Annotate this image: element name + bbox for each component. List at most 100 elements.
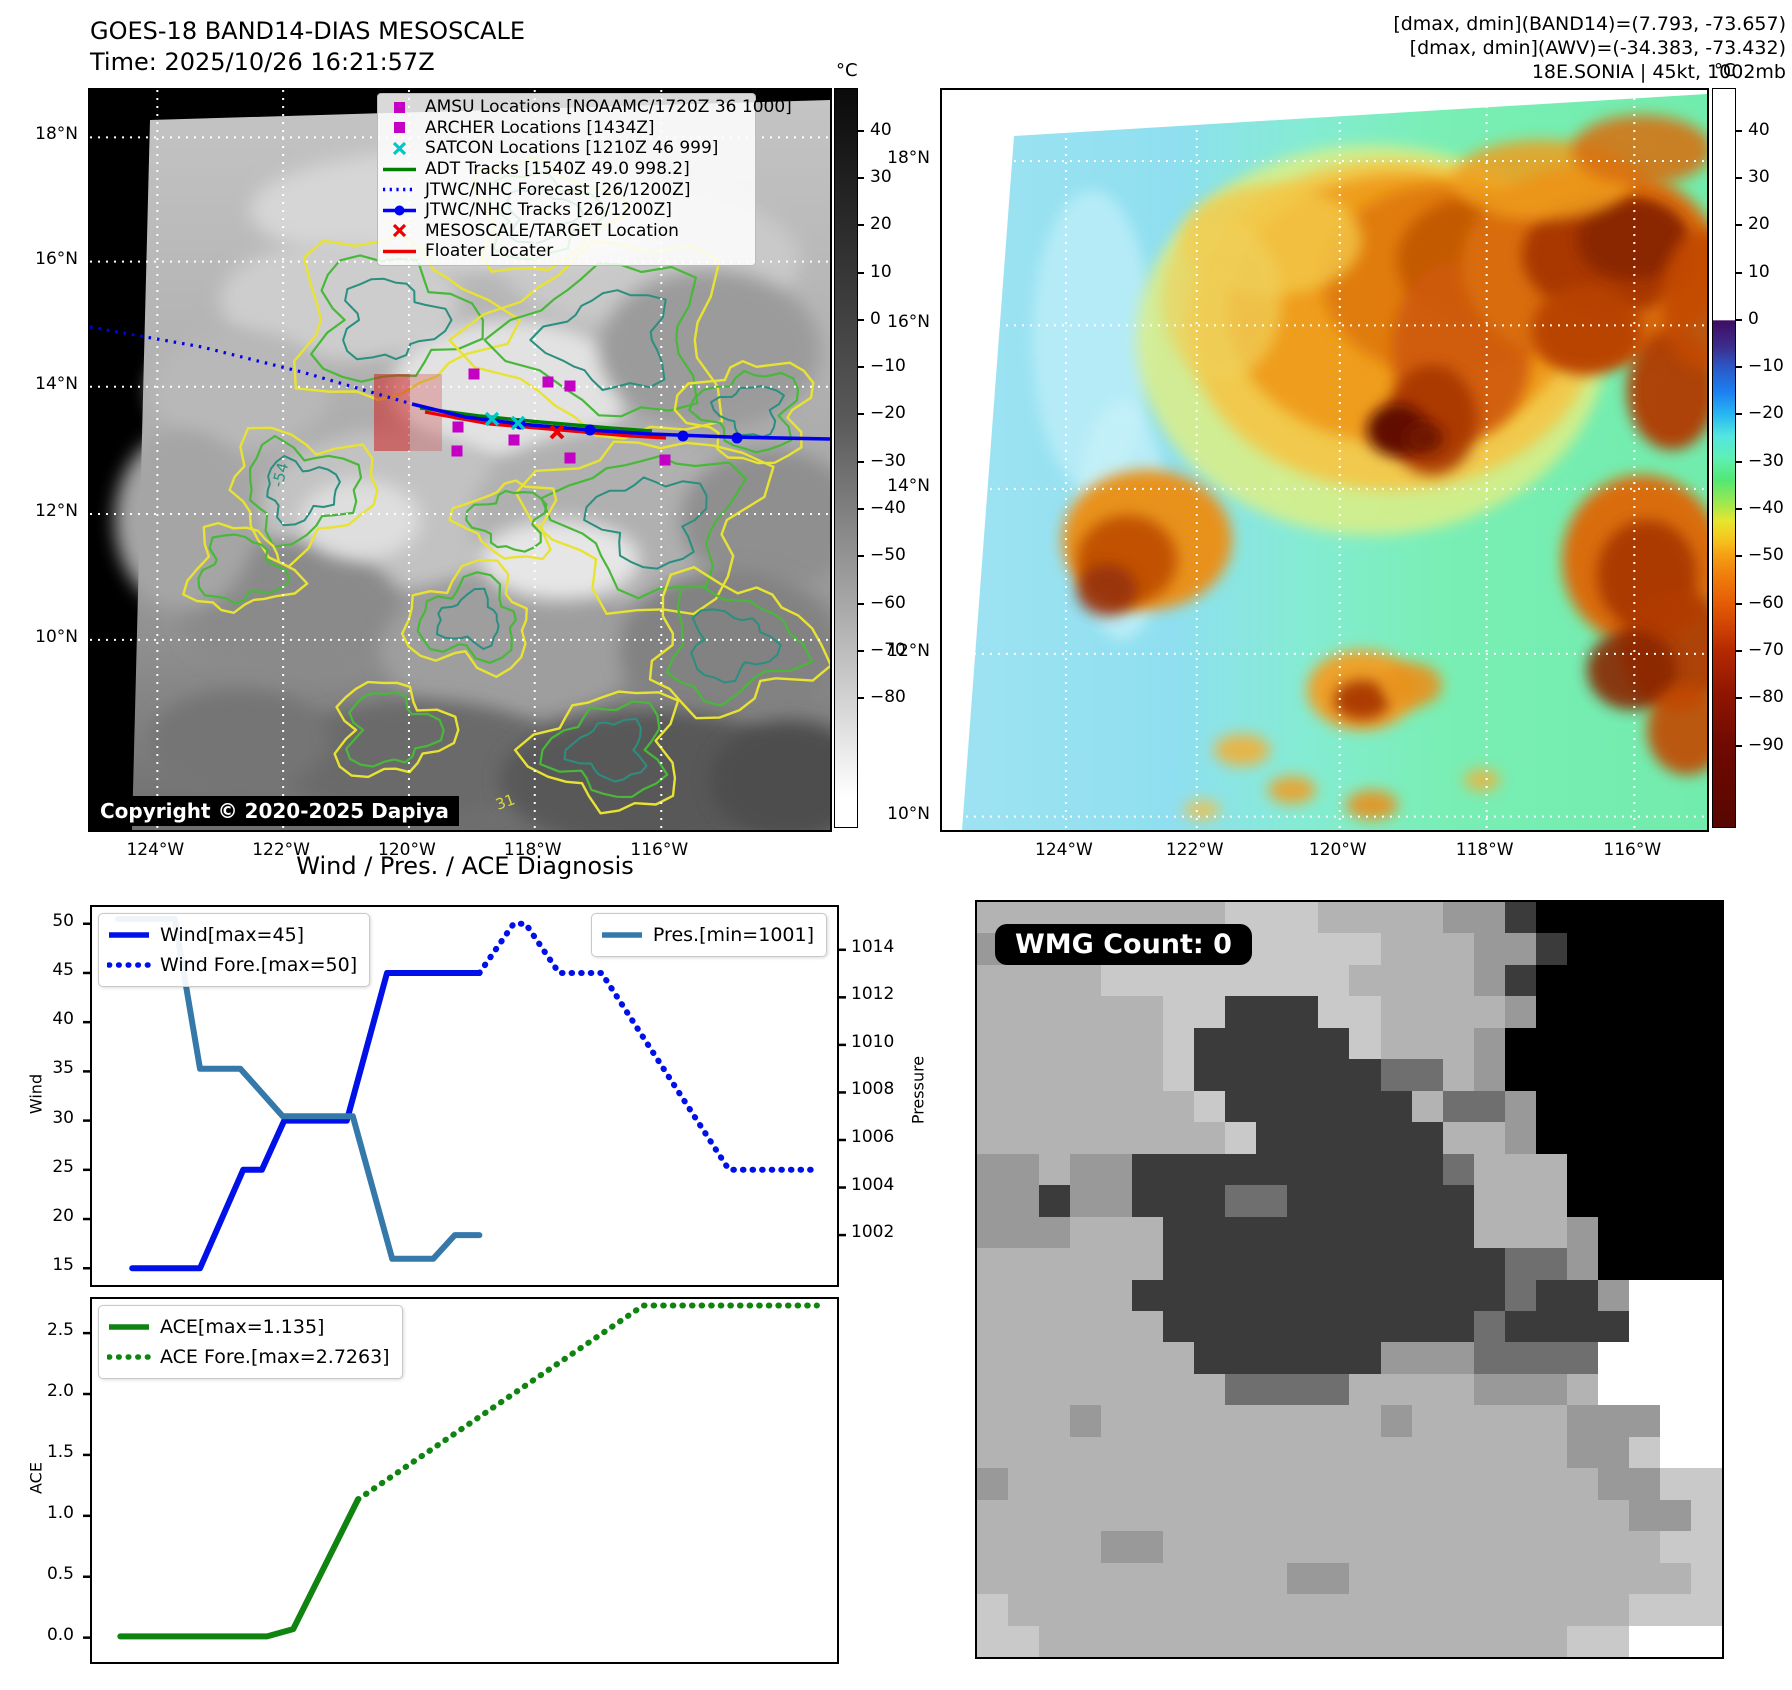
wmg-pixel-cell: [1349, 1436, 1381, 1469]
panel2-colorbar-unit: °C: [1714, 60, 1736, 81]
colorbar-tick-label: −60: [870, 592, 906, 613]
wmg-pixel-cell: [1070, 1373, 1102, 1406]
wmg-pixel-cell: [1225, 1216, 1257, 1249]
wmg-pixel-cell: [977, 1499, 1009, 1532]
colorbar-tick-label: −70: [870, 639, 906, 660]
lon-tick-label: 122°W: [252, 840, 310, 860]
wmg-pixel-cell: [1659, 1027, 1691, 1060]
wmg-pixel-cell: [1039, 1059, 1071, 1091]
lat-tick-label: 12°N: [35, 501, 78, 522]
wmg-pixel-cell: [1163, 1027, 1195, 1060]
wmg-pixel-cell: [1070, 1090, 1102, 1123]
wmg-pixel-cell: [1411, 1279, 1443, 1311]
wmg-pixel-cell: [1101, 1499, 1133, 1532]
map-legend-label: MESOSCALE/TARGET Location: [425, 220, 679, 241]
wmg-pixel-cell: [1473, 1499, 1505, 1532]
wmg-pixel-cell: [1566, 1436, 1598, 1469]
wmg-pixel-cell: [1659, 1625, 1691, 1657]
wmg-pixel-cell: [1535, 1436, 1567, 1469]
wmg-pixel-cell: [1349, 1562, 1381, 1595]
wmg-pixel-cell: [977, 1310, 1009, 1343]
wmg-pixel-cell: [1473, 996, 1505, 1028]
wmg-pixel-cell: [1504, 1531, 1536, 1563]
wmg-pixel-cell: [977, 1625, 1009, 1657]
wmg-pixel-cell: [1690, 1090, 1722, 1123]
wmg-pixel-cell: [1008, 1090, 1040, 1123]
dotted-line-sample: [107, 1354, 151, 1360]
wmg-pixel-cell: [1566, 1310, 1598, 1343]
wmg-pixel-cell: [1597, 1373, 1629, 1406]
wmg-pixel-cell: [1535, 902, 1567, 934]
wmg-pixel-cell: [1287, 964, 1319, 997]
wmg-pixel-cell: [1473, 1405, 1505, 1437]
colorbar-tick-mark: [857, 508, 864, 511]
wmg-pixel-cell: [1659, 964, 1691, 997]
wmg-pixel-cell: [1163, 1499, 1195, 1532]
wmg-pixel-cell: [1256, 1562, 1288, 1595]
wmg-pixel-cell: [1628, 964, 1660, 997]
wmg-pixel-cell: [1008, 1405, 1040, 1437]
wmg-pixel-cell: [1318, 964, 1350, 997]
wmg-pixel-cell: [1256, 1594, 1288, 1626]
wmg-pixel-cell: [1597, 1405, 1629, 1437]
wmg-pixel-cell: [1287, 1562, 1319, 1595]
wmg-pixel-cell: [1380, 1279, 1412, 1311]
line-legend-icon: [383, 167, 416, 171]
wmg-pixel-cell: [1442, 1373, 1474, 1406]
wmg-pixel-cell: [1008, 1625, 1040, 1657]
map-legend: AMSU Locations [NOAAMC/1720Z 36 1000] ARC…: [377, 93, 792, 266]
wmg-pixel-cell: [1473, 1436, 1505, 1469]
wmg-pixel-cell: [1628, 1468, 1660, 1500]
wmg-pixel-cell: [1256, 1405, 1288, 1437]
wmg-pixel-cell: [1442, 1342, 1474, 1374]
wmg-pixel-cell: [1473, 1122, 1505, 1154]
wmg-pixel-cell: [1039, 1122, 1071, 1154]
colorbar-tick-mark: [1735, 602, 1742, 605]
colorbar-tick-label: −30: [1748, 450, 1784, 471]
wmg-pixel-cell: [1256, 1436, 1288, 1469]
wmg-pixel-cell: [1008, 1342, 1040, 1374]
wmg-pixel-cell: [1225, 1153, 1257, 1186]
wmg-pixel-cell: [1256, 1248, 1288, 1280]
wmg-pixel-cell: [1628, 1248, 1660, 1280]
wmg-pixel-cell: [1318, 1594, 1350, 1626]
wmg-pixel-cell: [1659, 1436, 1691, 1469]
wmg-pixel-cell: [1690, 1594, 1722, 1626]
wmg-pixel-cell: [1163, 1562, 1195, 1595]
wmg-pixel-cell: [1132, 1090, 1164, 1123]
wmg-pixel-cell: [1690, 1436, 1722, 1469]
wmg-pixel-cell: [977, 1342, 1009, 1374]
wmg-pixel-cell: [1535, 1090, 1567, 1123]
wmg-pixel-cell: [1256, 1373, 1288, 1406]
wmg-pixel-cell: [1070, 1594, 1102, 1626]
wmg-pixel-cell: [1659, 1499, 1691, 1532]
lat-tick-label: 18°N: [35, 124, 78, 145]
lat-tick-label: 18°N: [887, 148, 930, 169]
wmg-pixel-cell: [1349, 902, 1381, 934]
wmg-pixel-cell: [1318, 1027, 1350, 1060]
wmg-pixel-cell: [1132, 1594, 1164, 1626]
wmg-pixel-cell: [1039, 1373, 1071, 1406]
wmg-pixel-cell: [1225, 1436, 1257, 1469]
wmg-pixel-cell: [1504, 1405, 1536, 1437]
wmg-pixel-cell: [1566, 1059, 1598, 1091]
wmg-pixel-cell: [1504, 964, 1536, 997]
panel1-title-line2: Time: 2025/10/26 16:21:57Z: [90, 48, 435, 76]
wmg-pixel-cell: [1690, 1499, 1722, 1532]
wmg-pixel-cell: [1411, 1405, 1443, 1437]
wmg-pixel-cell: [1256, 1310, 1288, 1343]
wmg-pixel-cell: [1070, 1342, 1102, 1374]
wmg-pixel-cell: [1473, 1027, 1505, 1060]
wmg-pixel-cell: [1194, 1531, 1226, 1563]
wmg-pixel-cell: [1349, 1468, 1381, 1500]
wmg-pixel-cell: [1070, 1531, 1102, 1563]
wmg-pixel-cell: [1473, 1342, 1505, 1374]
wmg-pixel-cell: [1504, 1625, 1536, 1657]
wmg-pixel-cell: [1535, 1405, 1567, 1437]
wmg-pixel-cell: [977, 1279, 1009, 1311]
line-sample: [109, 932, 149, 938]
wmg-pixel-cell: [1411, 1499, 1443, 1532]
colorbar-tick-label: −10: [1748, 356, 1784, 377]
lon-tick-label: 120°W: [1308, 840, 1367, 860]
wmg-pixel-cell: [1566, 1594, 1598, 1626]
